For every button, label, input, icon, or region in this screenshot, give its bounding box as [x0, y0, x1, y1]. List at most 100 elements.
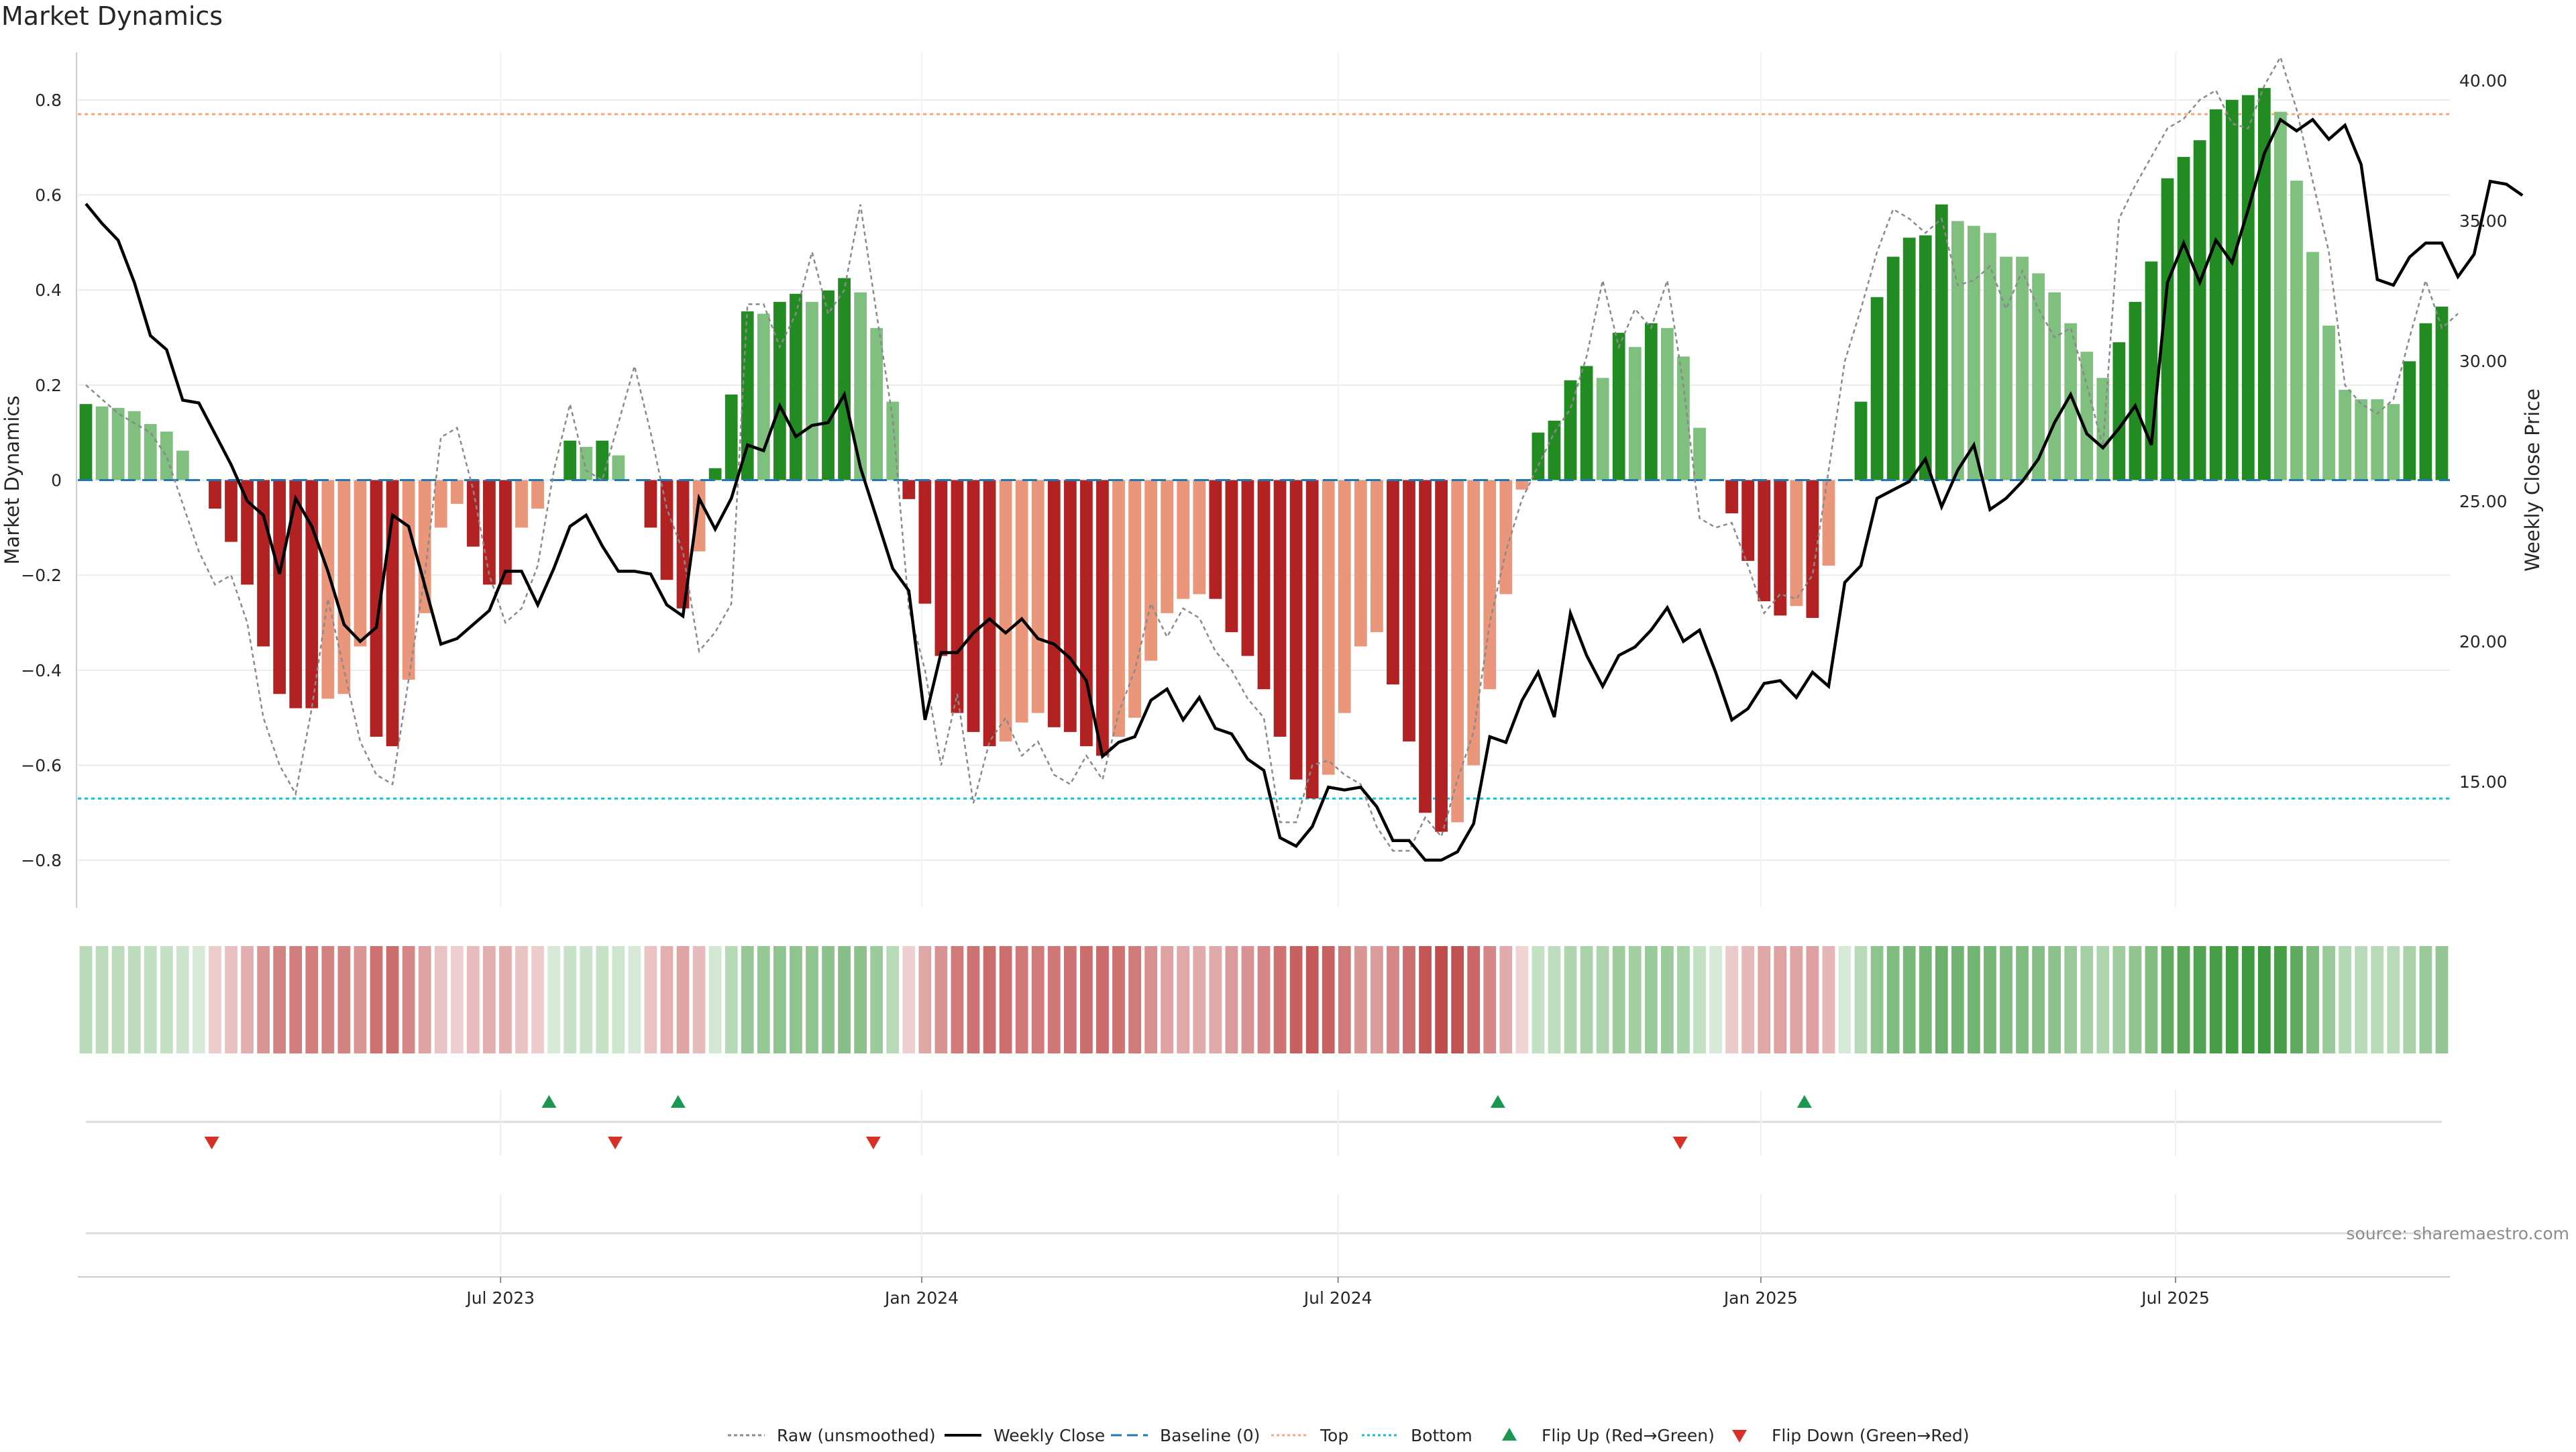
heat-strip-cell [1289, 946, 1303, 1053]
bar [806, 301, 818, 480]
heat-strip-cell [934, 946, 948, 1053]
heat-strip-cell [499, 946, 512, 1053]
flip-down-marker [608, 1137, 623, 1149]
bar [612, 455, 625, 480]
heat-strip-cell [757, 946, 770, 1053]
bar [434, 480, 447, 528]
bar [1241, 480, 1254, 656]
heat-strip-cell [321, 946, 335, 1053]
x-tick-label: Jul 2023 [465, 1288, 535, 1308]
bar [1370, 480, 1383, 633]
heat-strip-cell [1080, 946, 1093, 1053]
heat-strip-cell [1096, 946, 1109, 1053]
y2-tick-label: 25.00 [2459, 492, 2508, 511]
heat-strip-cell [967, 946, 980, 1053]
heat-strip-cell [1902, 946, 1916, 1053]
heat-strip-cell [144, 946, 157, 1053]
bar [483, 480, 496, 585]
heat-strip-cell [790, 946, 802, 1053]
flip-up-marker [670, 1095, 686, 1108]
heat-strip-cell [692, 946, 706, 1053]
heat-strip-cell [1677, 946, 1690, 1053]
heat-strip-cell [1548, 946, 1561, 1053]
heat-strip-cell [111, 946, 125, 1053]
bar [1419, 480, 1432, 813]
x-tick-label: Jan 2025 [1723, 1288, 1798, 1308]
heat-strip-cell [1870, 946, 1884, 1053]
bar [934, 480, 948, 656]
heat-strip-cell [95, 946, 109, 1053]
legend-label: Baseline (0) [1160, 1426, 1260, 1445]
heat-strip-cell [2403, 946, 2416, 1053]
bar [1289, 480, 1303, 780]
heat-strip-cell [1822, 946, 1835, 1053]
bar [321, 480, 335, 699]
heat-strip-cell [2016, 946, 2029, 1053]
heat-strip-cell [741, 946, 754, 1053]
bar [1031, 480, 1044, 713]
bar [1096, 480, 1109, 756]
heat-strip-cell [612, 946, 625, 1053]
heat-strip-cell [999, 946, 1012, 1053]
heat-strip-cell [305, 946, 319, 1053]
bar [1177, 480, 1190, 599]
bar [1161, 480, 1174, 613]
heat-strip-cell [1709, 946, 1722, 1053]
heat-strip-cell [1483, 946, 1497, 1053]
bar [337, 480, 351, 694]
heat-strip-cell [1758, 946, 1771, 1053]
legend-item: Flip Up (Red→Green) [1502, 1426, 1715, 1445]
bar [1483, 480, 1497, 690]
heat-strip-cell [2419, 946, 2432, 1053]
bar [2048, 292, 2061, 480]
bar [951, 480, 964, 713]
heat-strip-cell [241, 946, 254, 1053]
heat-strip-cell [1419, 946, 1432, 1053]
heat-strip-cell [1225, 946, 1238, 1053]
heat-strip-cell [870, 946, 883, 1053]
legend-swatch-flip-up [1502, 1428, 1517, 1441]
heat-strip-cell [402, 946, 415, 1053]
bar [257, 480, 270, 647]
heat-strip-cell [531, 946, 544, 1053]
bar [1644, 323, 1658, 480]
bar [708, 468, 722, 480]
bar [1628, 347, 1642, 480]
heat-strip-cell [1435, 946, 1448, 1053]
y2-tick-label: 20.00 [2459, 632, 2508, 652]
bar [1193, 480, 1206, 594]
bar [2161, 178, 2174, 480]
bar [2419, 323, 2432, 480]
heat-strip-cell [644, 946, 657, 1053]
bar [644, 480, 657, 528]
heat-strip-cell [1854, 946, 1868, 1053]
heat-strip-cell [1596, 946, 1609, 1053]
bar [273, 480, 286, 694]
heat-strip-cell [1725, 946, 1738, 1053]
bar [1596, 378, 1609, 480]
y2-tick-label: 15.00 [2459, 772, 2508, 792]
x-tick-label: Jul 2025 [2140, 1288, 2210, 1308]
bar [1822, 480, 1835, 566]
heat-strip-cell [1354, 946, 1367, 1053]
heat-strip-cell [2339, 946, 2352, 1053]
bar [499, 480, 512, 585]
bar [2339, 389, 2352, 480]
bar [209, 480, 221, 509]
bar [2209, 109, 2222, 480]
bar [2435, 306, 2449, 480]
heat-strip-cell [1177, 946, 1190, 1053]
heat-strip-cell [1370, 946, 1383, 1053]
bar [1612, 332, 1625, 480]
bar [1725, 480, 1738, 514]
heat-strip-cell [886, 946, 900, 1053]
bar [1047, 480, 1061, 727]
heat-strip-cell [564, 946, 577, 1053]
heat-strip-cell [547, 946, 560, 1053]
bar [2145, 261, 2158, 480]
bar [1741, 480, 1755, 561]
bar [466, 480, 480, 547]
heat-strip-cell [176, 946, 189, 1053]
bar [1144, 480, 1158, 661]
